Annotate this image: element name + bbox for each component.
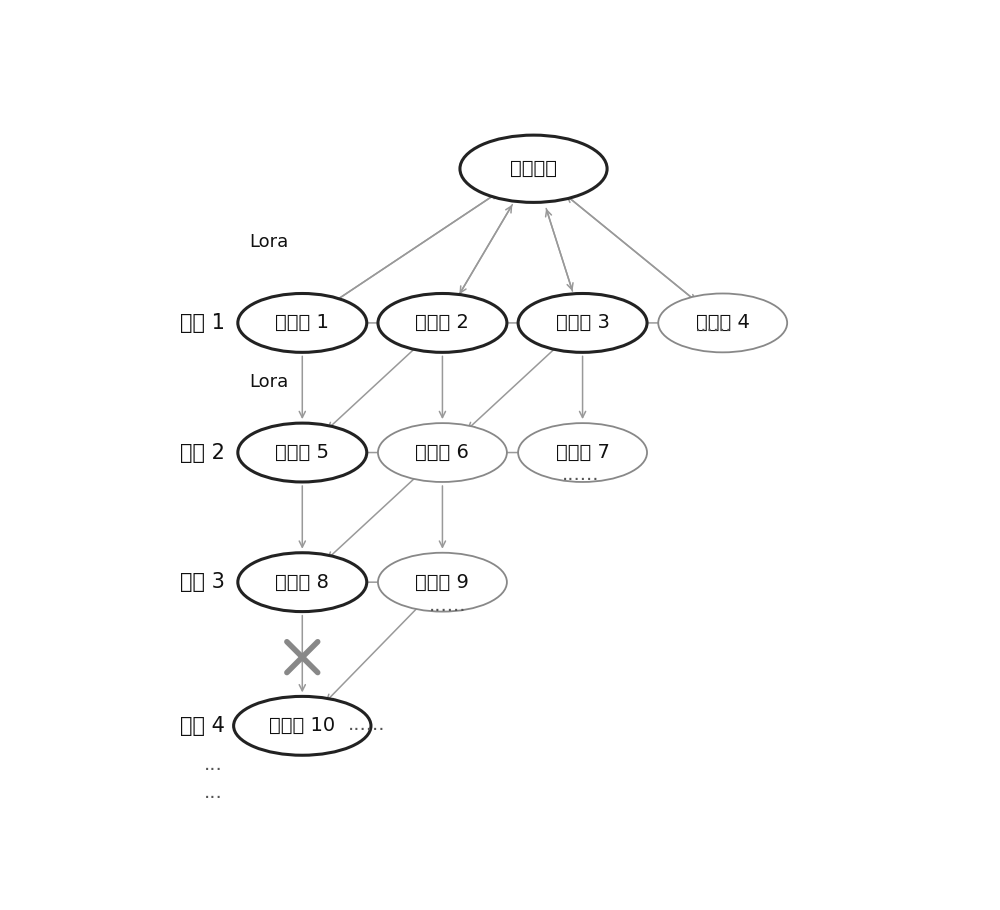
Text: 层次 2: 层次 2 — [180, 442, 225, 462]
Text: 从节点 2: 从节点 2 — [415, 313, 469, 332]
Ellipse shape — [658, 294, 787, 352]
Ellipse shape — [460, 135, 607, 202]
Text: 从节点 10: 从节点 10 — [269, 716, 335, 735]
Text: 层次 3: 层次 3 — [180, 572, 225, 592]
Text: 中心节点: 中心节点 — [510, 159, 557, 178]
Text: ......: ...... — [562, 466, 599, 484]
Text: 从节点 3: 从节点 3 — [556, 313, 610, 332]
Ellipse shape — [378, 423, 507, 482]
Ellipse shape — [518, 423, 647, 482]
Text: Lora: Lora — [250, 233, 289, 251]
Ellipse shape — [378, 552, 507, 612]
Text: ......: ...... — [695, 316, 732, 335]
Ellipse shape — [234, 696, 371, 755]
Text: ......: ...... — [428, 596, 466, 615]
Text: 从节点 4: 从节点 4 — [696, 313, 750, 332]
Text: 层次 4: 层次 4 — [180, 716, 225, 736]
Text: ...: ... — [204, 755, 223, 774]
Text: Lora: Lora — [250, 373, 289, 391]
Text: ...: ... — [204, 783, 223, 802]
Text: 从节点 1: 从节点 1 — [275, 313, 329, 332]
Text: 从节点 8: 从节点 8 — [275, 572, 329, 592]
Text: 层次 1: 层次 1 — [180, 313, 225, 333]
Text: 从节点 5: 从节点 5 — [275, 443, 329, 462]
Text: 从节点 6: 从节点 6 — [415, 443, 469, 462]
Ellipse shape — [518, 294, 647, 352]
Text: 从节点 7: 从节点 7 — [556, 443, 610, 462]
Ellipse shape — [238, 552, 367, 612]
Text: ......: ...... — [348, 715, 385, 733]
Ellipse shape — [378, 294, 507, 352]
Text: 从节点 9: 从节点 9 — [415, 572, 469, 592]
Ellipse shape — [238, 423, 367, 482]
Ellipse shape — [238, 294, 367, 352]
